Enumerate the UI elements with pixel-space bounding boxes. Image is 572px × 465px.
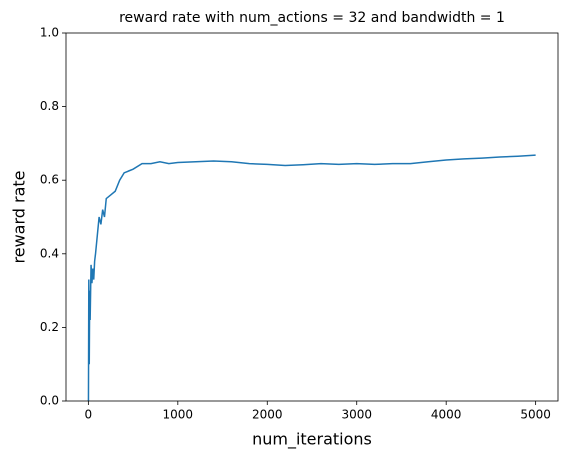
y-axis-label: reward rate xyxy=(10,171,29,264)
x-tick-label: 5000 xyxy=(520,408,551,422)
plot-frame xyxy=(65,32,559,402)
x-tick-label: 1000 xyxy=(163,408,194,422)
y-tick-label: 0.2 xyxy=(40,320,59,334)
x-tick-label: 3000 xyxy=(341,408,372,422)
x-tick-label: 0 xyxy=(85,408,93,422)
x-axis-label: num_iterations xyxy=(252,430,372,450)
y-tick-label: 0.0 xyxy=(40,394,59,408)
y-tick-label: 0.4 xyxy=(40,246,59,260)
y-tick-label: 0.8 xyxy=(40,99,59,113)
line xyxy=(87,154,536,402)
chart-title: reward rate with num_actions = 32 and ba… xyxy=(119,10,505,26)
y-tick-label: 1.0 xyxy=(40,26,59,40)
y-tick-label: 0.6 xyxy=(40,173,59,187)
x-tick-label: 4000 xyxy=(431,408,462,422)
x-tick-label: 2000 xyxy=(252,408,283,422)
